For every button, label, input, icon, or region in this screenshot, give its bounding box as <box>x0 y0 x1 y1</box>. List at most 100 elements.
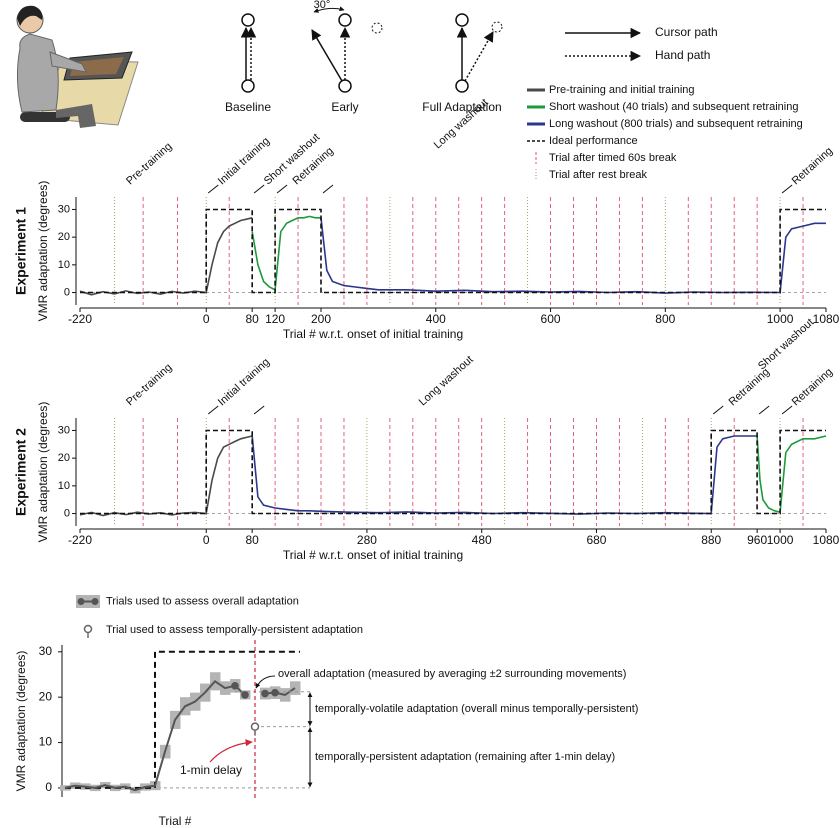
overall-trial-marker <box>271 688 279 697</box>
overall-trial-marker <box>241 691 249 699</box>
x-tick-label: 80 <box>245 533 259 547</box>
sem-band <box>290 681 301 695</box>
overall-trial-marker <box>261 689 269 698</box>
legend-label: Trial after timed 60s break <box>549 152 677 164</box>
phase-marker <box>322 184 334 194</box>
legend-label: Long washout (800 trials) and subsequent… <box>549 118 803 130</box>
legend-swatch <box>83 624 93 634</box>
ideal-line <box>65 650 300 789</box>
x-tick-label: 600 <box>541 312 561 326</box>
y-tick-label: 30 <box>58 203 70 215</box>
hand-target <box>491 21 503 33</box>
phase-label: Retraining <box>790 366 835 408</box>
x-tick-label: 120 <box>265 312 285 326</box>
x-tick-label: 0 <box>203 533 210 547</box>
angle-arc <box>313 6 345 13</box>
phase-marker <box>207 405 219 415</box>
y-axis-label: VMR adaptation (degrees) <box>36 402 50 543</box>
start <box>455 79 469 93</box>
phase-label: Pre-training <box>124 140 174 187</box>
y-tick-label: 0 <box>64 286 70 298</box>
x-tick-label: 0 <box>203 312 210 326</box>
phase-marker <box>712 405 724 415</box>
x-tick-label: 960 <box>747 533 767 547</box>
x-tick-label: 280 <box>357 533 377 547</box>
cursor-path <box>311 29 343 82</box>
target <box>455 13 469 27</box>
delay-arrow <box>209 739 253 763</box>
x-tick-label: 1080 <box>813 312 840 326</box>
data-line <box>79 435 253 517</box>
x-tick-label: 80 <box>245 312 259 326</box>
phase-label: Initial training <box>216 356 272 408</box>
phase-label: Retraining <box>727 366 772 408</box>
participant-illustration <box>16 5 139 128</box>
x-axis-label: Trial # w.r.t. onset of initial training <box>283 548 463 562</box>
x-tick-label: 1000 <box>767 312 794 326</box>
annotation: temporally-persistent adaptation (remain… <box>315 751 615 763</box>
x-tick-label: 400 <box>426 312 446 326</box>
phase-label: Pre-training <box>124 361 174 408</box>
legend-label: Pre-training and initial training <box>549 84 695 96</box>
condition-label: Early <box>331 100 358 114</box>
phase-marker <box>781 405 793 415</box>
x-tick-label: 880 <box>701 533 721 547</box>
y-tick-label: 20 <box>39 689 53 703</box>
x-tick-label: 1080 <box>813 533 840 547</box>
x-axis-label: Trial # <box>159 814 192 828</box>
y-tick-label: 0 <box>45 780 52 794</box>
annotation-arrow <box>255 675 276 689</box>
path-key-label: Cursor path <box>655 25 718 39</box>
target <box>338 13 352 27</box>
panel-label: Experiment 2 <box>13 428 29 516</box>
ideal-line <box>80 429 826 515</box>
panel-label: Experiment 1 <box>13 207 29 295</box>
legend-label: Trial used to assess temporally-persiste… <box>106 624 363 636</box>
phase-label: Retraining <box>790 145 835 187</box>
x-tick-label: 200 <box>311 312 331 326</box>
path-key-label: Hand path <box>655 48 710 62</box>
y-tick-label: 30 <box>39 644 53 658</box>
condition-label: Full Adaptation <box>422 100 501 114</box>
legend-swatch <box>77 598 85 605</box>
hand-target <box>371 22 383 34</box>
phase-marker <box>207 184 219 194</box>
data-line <box>79 217 253 296</box>
phase-label: Long washout <box>417 354 476 409</box>
data-line <box>251 215 321 292</box>
x-tick-label: 480 <box>472 533 492 547</box>
y-tick-label: 10 <box>58 480 70 492</box>
legend-label: Trial after rest break <box>549 169 648 181</box>
y-tick-label: 30 <box>58 424 70 436</box>
phase-marker <box>758 405 770 415</box>
ideal-line <box>80 208 826 294</box>
persistent-trial-marker <box>250 722 260 731</box>
start <box>338 79 352 93</box>
start <box>241 79 255 93</box>
y-tick-label: 10 <box>39 735 53 749</box>
condition-label: Baseline <box>225 100 271 114</box>
phase-marker <box>253 405 265 415</box>
x-tick-label: -220 <box>68 533 92 547</box>
phase-marker <box>781 184 793 194</box>
data-line <box>756 435 827 514</box>
x-tick-label: 800 <box>655 312 675 326</box>
schematic <box>240 6 642 93</box>
y-tick-label: 20 <box>58 452 70 464</box>
phase-marker <box>253 184 265 194</box>
legend-label: Short washout (40 trials) and subsequent… <box>549 101 798 113</box>
x-tick-label: -220 <box>68 312 92 326</box>
annotation: temporally-volatile adaptation (overall … <box>315 703 638 715</box>
annotation: overall adaptation (measured by averagin… <box>278 668 626 680</box>
phase-marker <box>276 184 288 194</box>
x-tick-label: 1000 <box>767 533 794 547</box>
x-tick-label: 680 <box>586 533 606 547</box>
y-tick-label: 20 <box>58 231 70 243</box>
target <box>241 13 255 27</box>
hand-path <box>464 31 494 82</box>
y-axis-label: VMR adaptation (degrees) <box>14 651 28 792</box>
legend-swatch <box>91 598 99 605</box>
delay-label: 1-min delay <box>180 763 242 777</box>
